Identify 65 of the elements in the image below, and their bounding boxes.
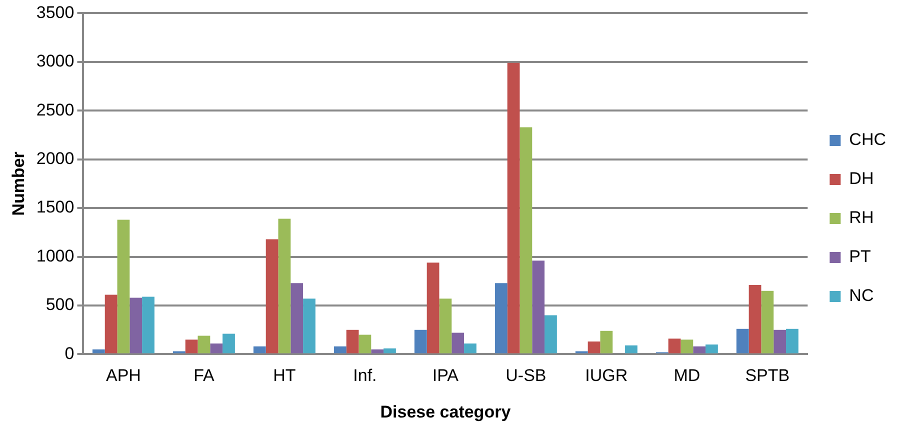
bar <box>222 334 235 354</box>
bar <box>532 260 545 354</box>
bar <box>303 298 316 354</box>
x-tick-label: SPTB <box>745 366 790 386</box>
bar <box>130 298 142 354</box>
y-tick-label: 1000 <box>36 246 74 266</box>
bar <box>278 218 291 354</box>
bar <box>266 239 278 354</box>
bar <box>693 346 706 354</box>
bar <box>520 127 532 354</box>
bar <box>588 342 600 354</box>
bar <box>748 285 762 354</box>
legend-label: NC <box>849 286 874 306</box>
y-tick-label: 1500 <box>36 198 74 217</box>
legend-label: CHC <box>849 130 886 150</box>
bar <box>426 262 440 354</box>
bar <box>464 343 476 354</box>
y-tick-label: 2500 <box>36 100 74 120</box>
bar <box>736 328 749 354</box>
bar <box>290 283 304 354</box>
x-tick-label: FA <box>194 366 216 386</box>
x-tick-label: APH <box>106 366 141 386</box>
bar <box>452 332 464 354</box>
y-tick-label: 3000 <box>36 52 74 71</box>
bar <box>346 330 359 354</box>
bar <box>507 62 520 354</box>
y-tick-label: 0 <box>64 344 74 363</box>
y-tick-label: 500 <box>46 295 74 314</box>
bar <box>706 344 718 354</box>
x-tick-label: MD <box>674 366 700 386</box>
bar <box>371 349 384 354</box>
bar <box>334 346 346 354</box>
y-tick-label: 3500 <box>36 2 74 22</box>
bar <box>439 298 452 354</box>
bar <box>198 336 210 354</box>
bar <box>680 340 694 354</box>
legend-label: RH <box>849 208 874 228</box>
bar <box>210 343 223 354</box>
x-tick-label: U-SB <box>506 366 546 386</box>
bar <box>414 330 427 354</box>
bar <box>142 296 154 354</box>
y-tick-label: 2000 <box>36 149 74 168</box>
y-axis-title: Number <box>8 151 28 216</box>
bar <box>358 334 372 354</box>
bar <box>185 340 198 354</box>
bar <box>761 290 774 354</box>
x-axis-title: Disese category <box>380 402 512 422</box>
bar <box>600 330 613 354</box>
bar <box>625 345 638 354</box>
bar <box>786 328 798 354</box>
legend-label: PT <box>849 247 871 266</box>
bar <box>384 348 396 354</box>
x-tick-label: HT <box>273 366 296 386</box>
bar <box>668 338 681 354</box>
bar <box>253 346 266 354</box>
bar <box>774 330 786 354</box>
bar <box>544 315 557 354</box>
x-tick-label: IPA <box>432 366 460 386</box>
x-tick-label: IUGR <box>585 366 628 386</box>
bar <box>104 294 118 354</box>
bar <box>117 220 130 354</box>
bar <box>92 349 105 354</box>
x-tick-label: Inf. <box>353 366 377 386</box>
legend-label: DH <box>849 169 874 188</box>
bar <box>494 283 508 354</box>
